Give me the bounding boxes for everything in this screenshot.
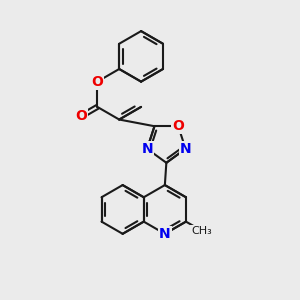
Text: CH₃: CH₃ xyxy=(191,226,212,236)
Text: N: N xyxy=(180,142,191,156)
Text: N: N xyxy=(141,142,153,156)
Text: O: O xyxy=(172,119,184,133)
Text: O: O xyxy=(75,109,87,123)
Text: N: N xyxy=(159,227,171,241)
Text: O: O xyxy=(92,75,103,88)
